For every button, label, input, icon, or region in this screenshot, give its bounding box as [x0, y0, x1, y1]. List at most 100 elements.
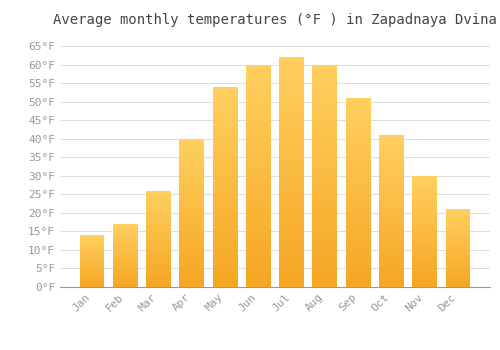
Bar	[246, 162, 271, 167]
Bar	[346, 102, 370, 106]
Bar	[113, 273, 138, 274]
Bar	[446, 272, 470, 273]
Bar	[279, 177, 304, 181]
Bar	[146, 272, 171, 273]
Bar	[346, 117, 370, 121]
Bar	[146, 191, 171, 192]
Bar	[279, 268, 304, 273]
Bar	[212, 251, 238, 255]
Bar	[246, 118, 271, 122]
Bar	[180, 204, 204, 207]
Bar	[412, 231, 437, 234]
Bar	[412, 211, 437, 214]
Bar	[446, 226, 470, 228]
Bar	[212, 123, 238, 127]
Bar	[412, 218, 437, 220]
Bar	[312, 172, 338, 176]
Bar	[180, 222, 204, 225]
Bar	[246, 87, 271, 91]
Bar	[180, 263, 204, 266]
Bar	[246, 265, 271, 269]
Bar	[279, 237, 304, 241]
Bar	[146, 268, 171, 270]
Bar	[146, 210, 171, 212]
Bar	[212, 103, 238, 107]
Bar	[379, 263, 404, 266]
Bar	[312, 180, 338, 185]
Bar	[412, 254, 437, 256]
Bar	[146, 283, 171, 285]
Bar	[279, 121, 304, 126]
Bar	[346, 128, 370, 132]
Bar	[346, 121, 370, 125]
Bar	[113, 285, 138, 286]
Bar	[379, 244, 404, 247]
Bar	[180, 231, 204, 234]
Bar	[279, 278, 304, 282]
Bar	[312, 91, 338, 96]
Bar	[446, 279, 470, 281]
Bar	[212, 127, 238, 131]
Bar	[446, 242, 470, 243]
Bar	[279, 259, 304, 264]
Bar	[246, 256, 271, 260]
Bar	[379, 214, 404, 217]
Bar	[379, 159, 404, 162]
Bar	[146, 270, 171, 272]
Bar	[312, 158, 338, 162]
Bar	[212, 175, 238, 179]
Bar	[212, 223, 238, 227]
Bar	[180, 189, 204, 192]
Bar	[180, 281, 204, 284]
Bar	[412, 236, 437, 238]
Bar	[279, 186, 304, 190]
Bar	[146, 258, 171, 260]
Bar	[312, 207, 338, 211]
Bar	[312, 113, 338, 118]
Bar	[212, 259, 238, 263]
Bar	[146, 262, 171, 264]
Bar	[312, 131, 338, 136]
Bar	[312, 274, 338, 278]
Bar	[80, 264, 104, 265]
Bar	[379, 260, 404, 263]
Bar	[279, 246, 304, 250]
Bar	[180, 177, 204, 180]
Bar	[80, 254, 104, 255]
Bar	[279, 117, 304, 121]
Bar	[346, 226, 370, 230]
Bar	[346, 140, 370, 144]
Bar	[146, 222, 171, 223]
Bar	[80, 244, 104, 245]
Bar	[113, 259, 138, 260]
Bar	[113, 266, 138, 267]
Bar	[446, 239, 470, 240]
Bar	[446, 251, 470, 253]
Bar	[312, 154, 338, 158]
Bar	[80, 246, 104, 247]
Bar	[113, 258, 138, 259]
Bar	[412, 276, 437, 278]
Bar	[113, 224, 138, 225]
Bar	[412, 203, 437, 205]
Bar	[246, 105, 271, 109]
Bar	[113, 277, 138, 278]
Bar	[246, 145, 271, 149]
Bar	[412, 280, 437, 282]
Bar	[212, 135, 238, 139]
Bar	[279, 85, 304, 89]
Bar	[312, 185, 338, 189]
Bar	[180, 168, 204, 172]
Bar	[80, 255, 104, 256]
Bar	[212, 131, 238, 135]
Bar	[212, 235, 238, 239]
Bar	[446, 232, 470, 234]
Bar	[446, 282, 470, 284]
Bar	[346, 211, 370, 215]
Bar	[80, 279, 104, 280]
Bar	[212, 167, 238, 171]
Bar	[113, 248, 138, 249]
Bar	[212, 91, 238, 95]
Bar	[312, 78, 338, 83]
Bar	[312, 162, 338, 167]
